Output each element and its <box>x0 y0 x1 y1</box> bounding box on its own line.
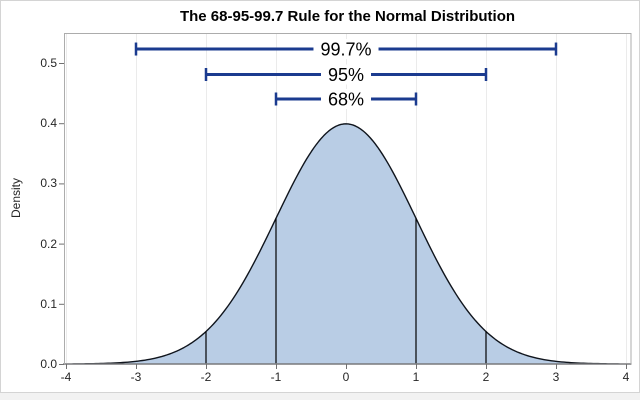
y-tick-label: 0.1 <box>40 296 57 311</box>
x-tick-label: -3 <box>130 370 142 384</box>
interval-label: 68% <box>328 89 364 109</box>
normal-density-area <box>63 123 632 365</box>
y-tick-label: 0.5 <box>40 56 57 70</box>
y-tick-label: 0.3 <box>40 176 57 191</box>
normal-distribution-plot: 99.7% 95% 68% <box>59 33 632 369</box>
y-tick-label: 0.4 <box>40 116 57 131</box>
x-tick-label: -4 <box>60 370 72 384</box>
x-tick-label: -2 <box>200 370 212 384</box>
x-tick-label: 2 <box>482 370 490 384</box>
y-tick-label: 0.0 <box>40 357 57 371</box>
plot-border <box>64 33 632 365</box>
interval-label-box <box>320 64 372 85</box>
interval-label: 95% <box>328 65 364 85</box>
x-tick-label: -1 <box>270 370 282 384</box>
y-tick-label: 0.2 <box>40 236 57 251</box>
y-axis-title: Density <box>9 177 23 219</box>
x-tick-label: 1 <box>412 370 420 384</box>
x-tick-label: 3 <box>552 370 560 384</box>
chart-title: The 68-95-99.7 Rule for the Normal Distr… <box>179 8 516 25</box>
x-tick-label: 4 <box>622 370 630 384</box>
interval-label-box <box>313 39 379 60</box>
interval-label: 99.7% <box>320 39 371 59</box>
interval-label-box <box>320 88 372 109</box>
x-tick-label: 0 <box>342 370 350 384</box>
